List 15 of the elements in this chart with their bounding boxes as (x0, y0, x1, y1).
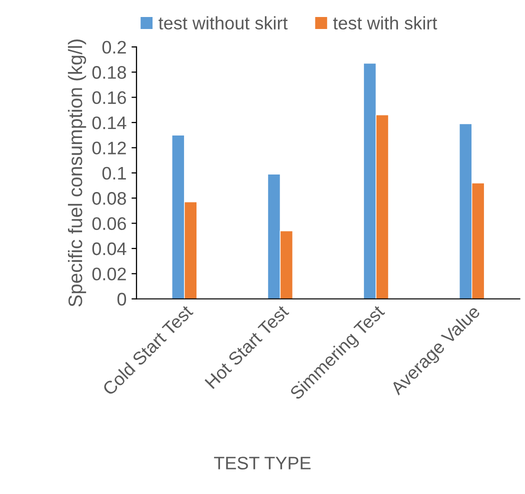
y-tick-label: 0.02 (92, 268, 126, 280)
y-tick-label: 0.04 (92, 242, 126, 256)
x-axis-title: TEST TYPE (214, 456, 311, 470)
legend-label: test without skirt (158, 16, 288, 30)
y-tick-label: 0.18 (92, 66, 126, 79)
y-tick-label: 0.08 (92, 192, 126, 205)
y-tick-label: 0.14 (92, 116, 126, 130)
y-tick-label: 0 (117, 292, 126, 306)
y-tick-label: 0.16 (92, 91, 126, 104)
y-tick-label: 0.1 (102, 166, 126, 180)
y-tick-label: 0.06 (92, 217, 126, 230)
y-tick-label: 0.2 (102, 40, 126, 54)
y-axis-title: Specific fuel consumption (kg/l) (68, 40, 86, 307)
legend-label: test with skirt (333, 16, 438, 30)
y-tick-label: 0.12 (92, 142, 126, 154)
